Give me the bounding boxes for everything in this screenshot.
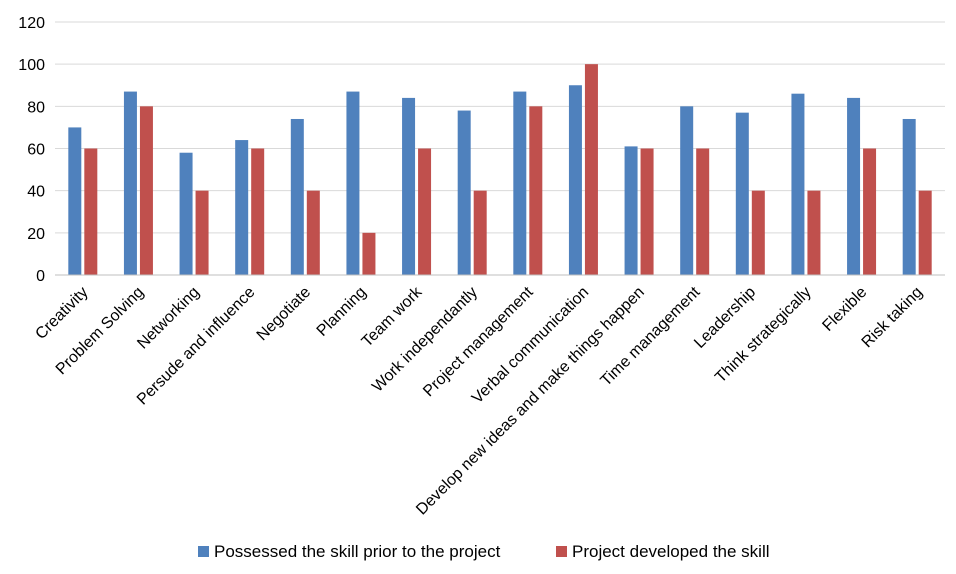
y-tick-label: 120: [18, 15, 45, 32]
bar-series1-12: [680, 106, 694, 275]
bar-series1-3: [179, 152, 193, 275]
bar-series1-5: [290, 118, 304, 275]
y-tick-label: 40: [27, 184, 45, 201]
bar-series2-5: [306, 190, 320, 275]
bar-series1-7: [402, 97, 416, 276]
bar-series2-2: [139, 106, 153, 275]
x-category-label: Think strategically: [712, 284, 815, 387]
bar-series2-4: [251, 148, 265, 275]
x-category-label: Flexible: [819, 284, 870, 335]
bar-series2-16: [918, 190, 932, 275]
legend-label-2: Project developed the skill: [572, 542, 770, 561]
bar-series1-6: [346, 91, 360, 275]
bar-series1-15: [847, 97, 861, 276]
bar-series1-11: [624, 146, 638, 275]
bar-series1-4: [235, 140, 249, 275]
x-category-label: Work independantly: [369, 284, 481, 396]
y-tick-label: 100: [18, 57, 45, 74]
bar-series1-16: [902, 118, 916, 275]
y-axis-ticks: 0 20 40 60 80 100 120: [18, 15, 45, 285]
x-category-label: Time management: [598, 283, 704, 389]
x-category-label: Negotiate: [254, 284, 315, 345]
bar-series1-8: [457, 110, 471, 275]
legend: Possessed the skill prior to the project…: [198, 542, 770, 561]
bar-series1-2: [123, 91, 137, 275]
y-tick-label: 0: [36, 268, 45, 285]
bar-series2-7: [418, 148, 432, 275]
legend-label-1: Possessed the skill prior to the project: [214, 542, 501, 561]
bar-series2-11: [640, 148, 654, 275]
bar-series2-12: [696, 148, 710, 275]
bar-series1-9: [513, 91, 527, 275]
x-category-label: Creativity: [32, 284, 91, 343]
bar-series2-6: [362, 232, 376, 275]
bar-series1-10: [568, 85, 582, 275]
x-category-label: Project management: [420, 283, 537, 400]
x-category-label: Planning: [314, 284, 370, 340]
bar-series2-1: [84, 148, 98, 275]
bar-series2-10: [584, 64, 598, 276]
legend-swatch-2: [556, 546, 567, 557]
bar-series1-14: [791, 93, 805, 275]
bar-series2-8: [473, 190, 487, 275]
bar-series2-3: [195, 190, 209, 275]
bar-series1-1: [68, 127, 82, 276]
bar-series2-14: [807, 190, 821, 275]
y-tick-label: 20: [27, 226, 45, 243]
y-tick-label: 80: [27, 99, 45, 116]
bar-series1-13: [735, 112, 749, 276]
bars: [68, 64, 932, 276]
bar-series2-13: [751, 190, 765, 275]
bar-series2-9: [529, 106, 543, 275]
x-category-label: Risk taking: [859, 284, 926, 351]
y-tick-label: 60: [27, 142, 45, 159]
legend-swatch-1: [198, 546, 209, 557]
bar-series2-15: [863, 148, 877, 275]
